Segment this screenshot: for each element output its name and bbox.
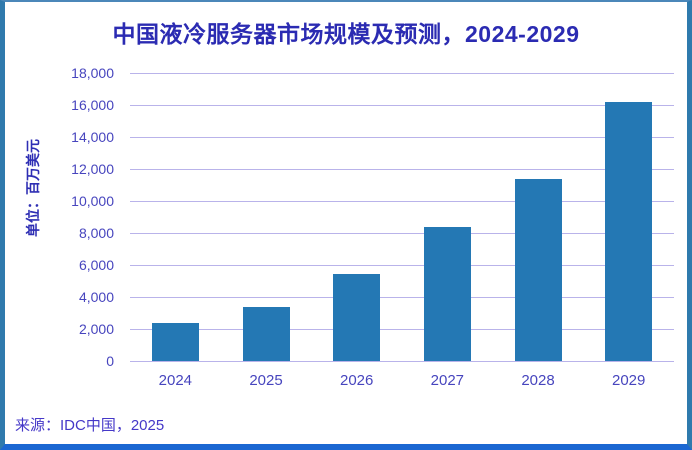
gridline [130, 136, 674, 138]
plot-area [130, 72, 674, 362]
y-tick-label-16000: 16,000 [71, 97, 114, 113]
chart-title: 中国液冷服务器市场规模及预测，2024-2029 [112, 21, 580, 47]
gridline [130, 328, 674, 330]
x-tick-label-2025: 2025 [249, 372, 283, 389]
x-tick-label-2026: 2026 [339, 372, 374, 389]
y-tick-label-0: 0 [106, 353, 114, 369]
y-tick-label-14000: 14,000 [71, 129, 114, 145]
gridline [130, 360, 674, 362]
y-tick-label-12000: 12,000 [71, 161, 114, 177]
gridline [130, 72, 674, 74]
bar-2026 [333, 273, 381, 361]
x-tick-label-2028: 2028 [521, 372, 555, 389]
x-tick-label-2029: 2029 [612, 372, 646, 389]
x-axis-tick-labels: 2024 2025 2026 2027 2028 2029 [130, 372, 674, 389]
gridline [130, 200, 674, 202]
gridline [130, 296, 674, 298]
gridline [130, 104, 674, 106]
y-tick-label-18000: 18,000 [71, 65, 114, 81]
source-note: 来源：IDC中国，2025 [15, 417, 165, 434]
gridline [130, 232, 674, 234]
x-tick-label-2024: 2024 [158, 372, 193, 389]
y-tick-label-6000: 6,000 [78, 257, 114, 273]
bar-2025 [242, 306, 290, 361]
bar-2024 [151, 323, 199, 361]
x-tick-label-2027: 2027 [430, 372, 465, 389]
bar-2029 [605, 101, 653, 361]
y-tick-label-10000: 10,000 [71, 193, 114, 209]
y-tick-label-2000: 2,000 [78, 321, 114, 337]
y-tick-label-4000: 4,000 [78, 289, 114, 305]
gridline [130, 264, 674, 266]
y-axis-tick-labels: 0 2,000 4,000 6,000 8,000 10,000 12,000 14,000 1… [5, 2, 114, 444]
y-tick-label-8000: 8,000 [78, 225, 114, 241]
bar-2027 [423, 226, 471, 361]
gridline [130, 168, 674, 170]
bar-2028 [514, 178, 562, 361]
